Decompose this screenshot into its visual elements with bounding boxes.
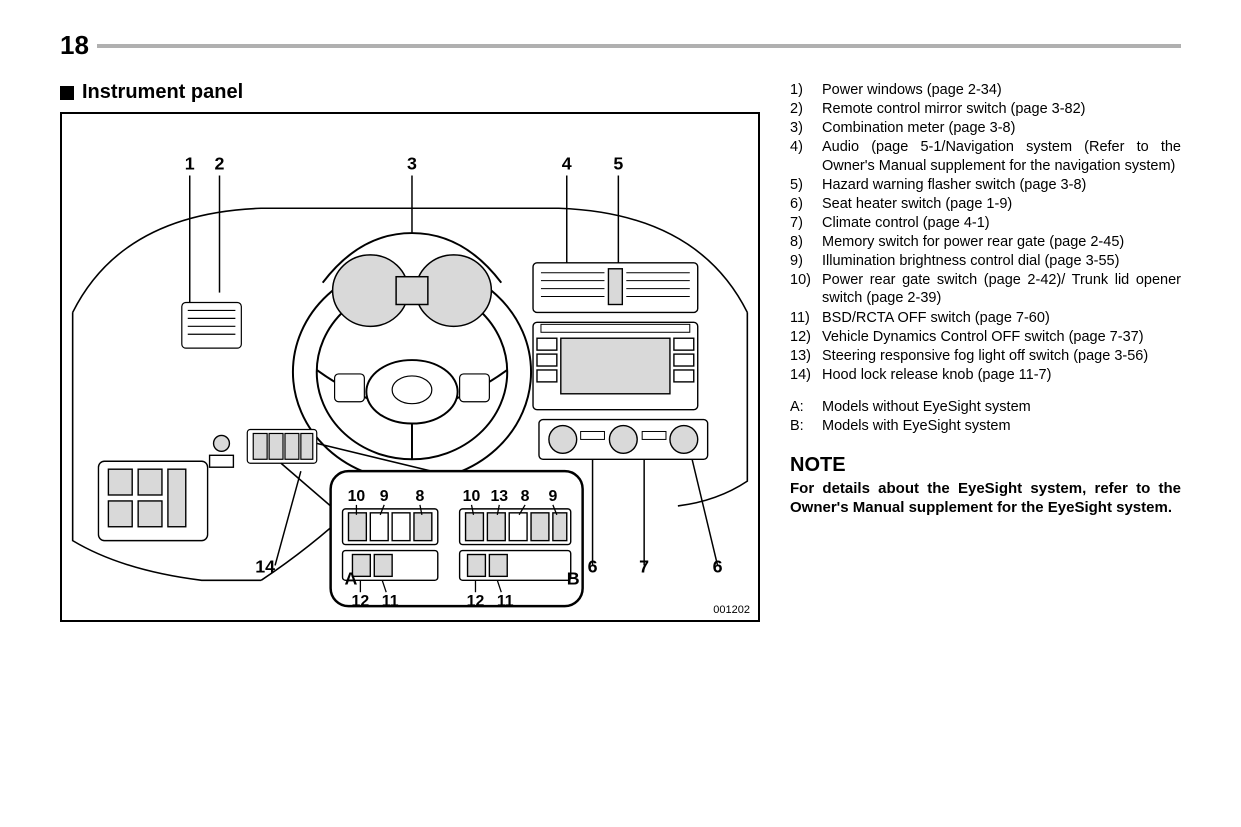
legend-item: 7)Climate control (page 4-1) (790, 214, 1181, 232)
inset-b-switches (460, 509, 571, 580)
content-row: Instrument panel (60, 81, 1181, 622)
climate-row (539, 420, 708, 460)
note-block: NOTE For details about the EyeSight syst… (790, 453, 1181, 518)
callout-label: 2 (215, 154, 225, 174)
left-column: Instrument panel (60, 81, 760, 622)
model-item-letter: A: (790, 398, 822, 416)
note-heading: NOTE (790, 453, 1181, 478)
legend-item: 9)Illumination brightness control dial (… (790, 252, 1181, 270)
callout-label: 5 (613, 154, 623, 174)
note-body: For details about the EyeSight system, r… (790, 480, 1181, 518)
lower-left-switches (247, 430, 316, 464)
callout-label: 10 (348, 488, 366, 505)
legend-item-text: Remote control mirror switch (page 3-82) (822, 100, 1181, 118)
legend-item-text: Climate control (page 4-1) (822, 214, 1181, 232)
callout-label: 8 (521, 488, 530, 505)
model-item-text: Models with EyeSight system (822, 417, 1011, 435)
callout-label: 12 (467, 593, 485, 610)
legend-list: 1)Power windows (page 2-34)2)Remote cont… (790, 81, 1181, 384)
callout-label: 6 (713, 556, 723, 576)
mirror-switch (210, 435, 234, 467)
legend-item: 10)Power rear gate switch (page 2-42)/ T… (790, 271, 1181, 307)
legend-item: 4)Audio (page 5-1/Navigation system (Ref… (790, 138, 1181, 174)
model-list: A:Models without EyeSight systemB:Models… (790, 398, 1181, 435)
callout-label: A (345, 568, 358, 588)
legend-item-number: 8) (790, 233, 822, 251)
legend-item: 6)Seat heater switch (page 1-9) (790, 195, 1181, 213)
callout-label: 12 (352, 593, 370, 610)
callout-label: 3 (407, 154, 417, 174)
page-header: 18 (60, 30, 1181, 61)
legend-item-text: Steering responsive fog light off switch… (822, 347, 1181, 365)
legend-item-text: Audio (page 5-1/Navigation system (Refer… (822, 138, 1181, 174)
legend-item-number: 4) (790, 138, 822, 174)
callout-label: 6 (588, 556, 598, 576)
legend-item-number: 3) (790, 119, 822, 137)
callout-label: 14 (255, 556, 275, 576)
callout-label: 11 (497, 593, 514, 610)
legend-item-text: Vehicle Dynamics Control OFF switch (pag… (822, 328, 1181, 346)
steering-wheel (293, 233, 531, 481)
header-rule (97, 44, 1181, 48)
model-item-text: Models without EyeSight system (822, 398, 1031, 416)
callout-label: 8 (416, 488, 425, 505)
legend-item-text: Memory switch for power rear gate (page … (822, 233, 1181, 251)
legend-item-text: Hood lock release knob (page 11-7) (822, 366, 1181, 384)
section-title-text: Instrument panel (82, 81, 243, 104)
figure-id: 001202 (713, 604, 750, 616)
legend-item-text: Hazard warning flasher switch (page 3-8) (822, 176, 1181, 194)
legend-item-number: 7) (790, 214, 822, 232)
callout-label: 9 (380, 488, 389, 505)
callout-label: 13 (490, 488, 508, 505)
door-window-switch-group (98, 461, 207, 540)
callout-label: B (567, 568, 580, 588)
model-item: A:Models without EyeSight system (790, 398, 1181, 416)
legend-item-number: 6) (790, 195, 822, 213)
legend-item-number: 9) (790, 252, 822, 270)
legend-item: 14)Hood lock release knob (page 11-7) (790, 366, 1181, 384)
model-item-letter: B: (790, 417, 822, 435)
legend-item: 5)Hazard warning flasher switch (page 3-… (790, 176, 1181, 194)
legend-item-text: Combination meter (page 3-8) (822, 119, 1181, 137)
square-bullet-icon (60, 86, 74, 100)
legend-item-number: 5) (790, 176, 822, 194)
left-vent (182, 303, 242, 349)
page-number: 18 (60, 30, 89, 61)
legend-item-text: Power windows (page 2-34) (822, 81, 1181, 99)
legend-item-text: Seat heater switch (page 1-9) (822, 195, 1181, 213)
legend-item-text: Power rear gate switch (page 2-42)/ Trun… (822, 271, 1181, 307)
legend-item-number: 2) (790, 100, 822, 118)
legend-item: 11)BSD/RCTA OFF switch (page 7-60) (790, 309, 1181, 327)
center-stack (533, 263, 698, 410)
diagram-frame: 1234514676109810138912111211AB 001202 (60, 112, 760, 622)
callout-label: 4 (562, 154, 572, 174)
callout-label: 1 (185, 154, 195, 174)
model-item: B:Models with EyeSight system (790, 417, 1181, 435)
legend-item: 12)Vehicle Dynamics Control OFF switch (… (790, 328, 1181, 346)
legend-item-number: 14) (790, 366, 822, 384)
legend-item-text: BSD/RCTA OFF switch (page 7-60) (822, 309, 1181, 327)
legend-item: 13)Steering responsive fog light off swi… (790, 347, 1181, 365)
callout-label: 7 (639, 556, 649, 576)
section-title: Instrument panel (60, 81, 760, 104)
callout-label: 9 (548, 488, 557, 505)
legend-item: 1)Power windows (page 2-34) (790, 81, 1181, 99)
legend-item-number: 1) (790, 81, 822, 99)
instrument-panel-diagram: 1234514676109810138912111211AB (62, 114, 758, 620)
legend-item: 3)Combination meter (page 3-8) (790, 119, 1181, 137)
callout-label: 11 (382, 593, 399, 610)
callout-label: 10 (463, 488, 481, 505)
legend-item: 8)Memory switch for power rear gate (pag… (790, 233, 1181, 251)
legend-item-number: 12) (790, 328, 822, 346)
legend-item-number: 13) (790, 347, 822, 365)
right-column: 1)Power windows (page 2-34)2)Remote cont… (790, 81, 1181, 622)
legend-item-number: 11) (790, 309, 822, 327)
legend-item-number: 10) (790, 271, 822, 307)
legend-item-text: Illumination brightness control dial (pa… (822, 252, 1181, 270)
legend-item: 2)Remote control mirror switch (page 3-8… (790, 100, 1181, 118)
